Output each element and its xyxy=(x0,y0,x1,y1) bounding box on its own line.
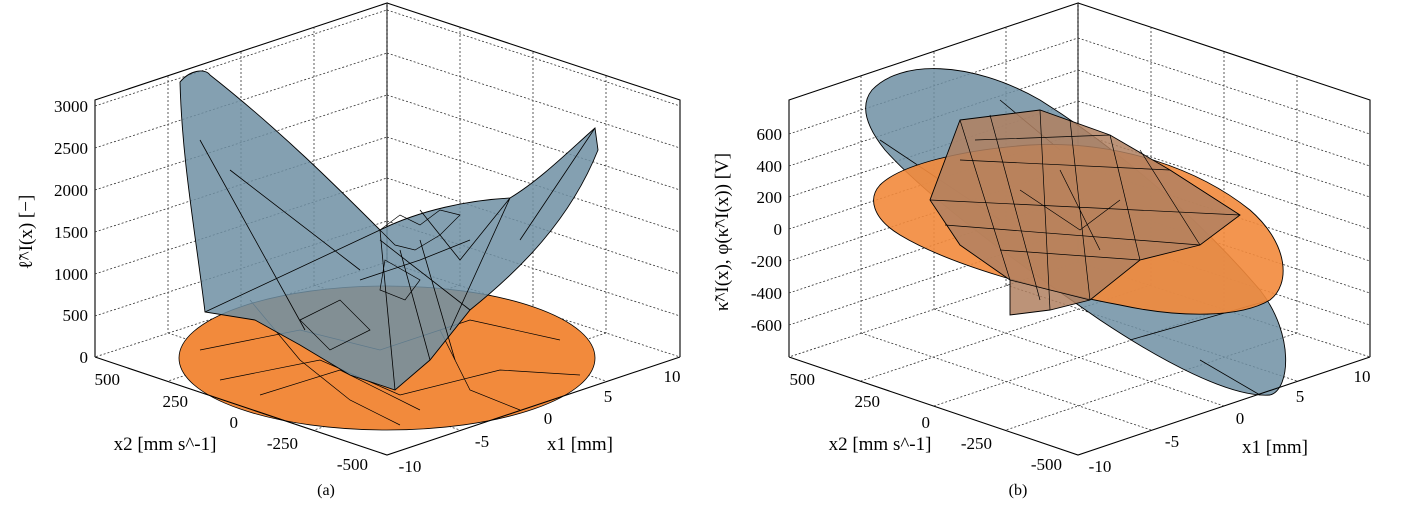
y-tick: 250 xyxy=(855,392,881,411)
panel-b-caption: (b) xyxy=(1009,482,1028,499)
x-tick: 5 xyxy=(604,387,613,406)
panel-a-z-label: ℓ̃^I(x) [−] xyxy=(16,195,37,270)
z-tick: 600 xyxy=(757,125,783,144)
panel-b-brown-mesh xyxy=(929,109,1241,316)
z-tick: 2000 xyxy=(54,181,88,200)
panel-a-z-ticks: 0 500 1000 1500 2000 2500 3000 xyxy=(54,97,88,367)
panel-b-x-label: x1 [mm] xyxy=(1242,437,1308,458)
z-tick: 200 xyxy=(757,188,783,207)
z-tick: 3000 xyxy=(54,97,88,116)
x-tick: 10 xyxy=(1354,367,1371,386)
z-tick: 2500 xyxy=(54,139,88,158)
z-tick: -200 xyxy=(751,252,782,271)
panel-b-y-ticks: 500 250 0 -250 -500 xyxy=(790,370,1063,474)
x-tick: -5 xyxy=(1165,432,1179,451)
z-tick: -600 xyxy=(751,316,782,335)
x-tick: 0 xyxy=(544,409,553,428)
x-tick: -5 xyxy=(475,432,489,451)
y-tick: -250 xyxy=(267,434,298,453)
y-tick: 500 xyxy=(95,370,121,389)
panel-a-x-label: x1 [mm] xyxy=(547,434,613,455)
panel-a-y-label: x2 [mm s^-1] xyxy=(114,434,217,455)
panel-b-floor-axes xyxy=(788,356,1371,456)
panel-a-caption: (a) xyxy=(317,482,335,499)
panel-a-floor-axes xyxy=(94,356,681,456)
panel-a: 0 500 1000 1500 2000 2500 3000 ℓ̃^I(x) [… xyxy=(16,2,681,499)
y-tick: 500 xyxy=(790,370,816,389)
panel-b-z-label: κ̃^I(x), φ(κ̃^I(x)) [V] xyxy=(712,153,733,311)
z-tick: 0 xyxy=(80,348,89,367)
z-tick: 0 xyxy=(774,220,783,239)
y-tick: -250 xyxy=(961,434,992,453)
z-tick: 1000 xyxy=(54,265,88,284)
z-tick: 500 xyxy=(63,306,89,325)
panel-a-y-ticks: 500 250 0 -250 -500 xyxy=(95,370,369,474)
panel-b-y-label: x2 [mm s^-1] xyxy=(829,434,932,455)
x-tick: -10 xyxy=(399,457,422,476)
y-tick: 0 xyxy=(230,413,239,432)
panel-b: 600 400 200 0 -200 -400 -600 κ̃^I(x), φ(… xyxy=(712,2,1371,499)
z-tick: 1500 xyxy=(54,223,88,242)
panel-a-gray-surface xyxy=(179,70,599,391)
x-tick: 0 xyxy=(1236,409,1245,428)
z-tick: 400 xyxy=(757,157,783,176)
z-tick: -400 xyxy=(751,284,782,303)
panel-b-x-ticks: -10 -5 0 5 10 xyxy=(1089,367,1371,476)
x-tick: 5 xyxy=(1296,387,1305,406)
panel-a-x-ticks: -10 -5 0 5 10 xyxy=(399,367,681,476)
y-tick: -500 xyxy=(1031,455,1062,474)
y-tick: 250 xyxy=(163,392,189,411)
panel-b-z-ticks: 600 400 200 0 -200 -400 -600 xyxy=(751,125,782,335)
y-tick: 0 xyxy=(922,413,931,432)
y-tick: -500 xyxy=(337,455,368,474)
x-tick: 10 xyxy=(664,367,681,386)
x-tick: -10 xyxy=(1089,457,1112,476)
